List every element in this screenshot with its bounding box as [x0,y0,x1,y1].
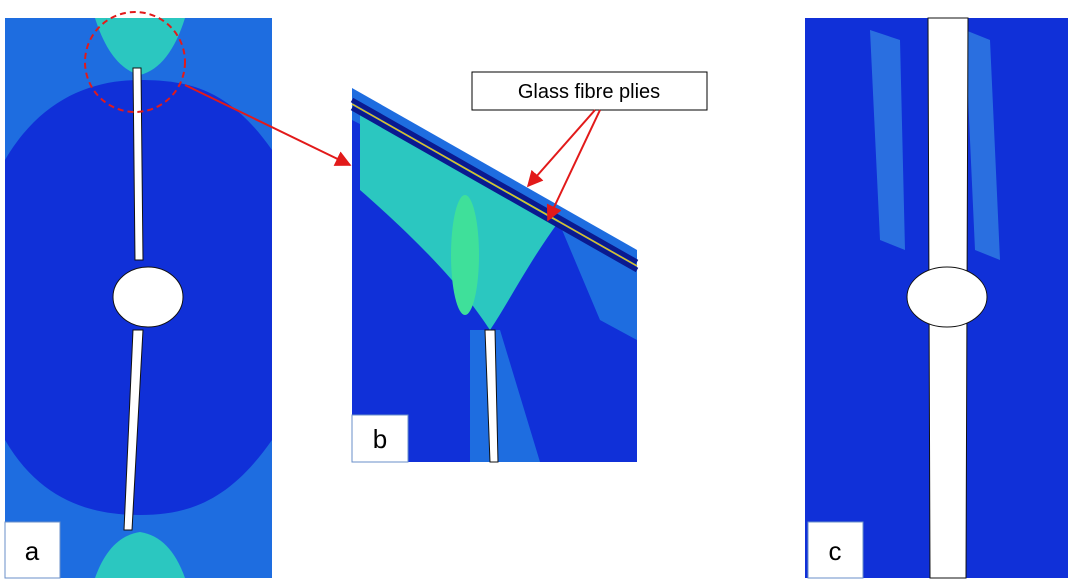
region [95,18,185,75]
arrow [526,109,596,188]
panel-c: c [805,17,1068,579]
annotation: Glass fibre plies [518,81,660,103]
panel-a: a [4,11,272,579]
highlight-circle [84,11,186,113]
hole [906,266,988,328]
region [95,532,185,578]
crack [484,329,499,463]
panel-label: c [829,536,842,566]
panel-b: b [350,88,639,463]
label-box [351,414,409,463]
label-box [4,521,61,579]
panel-label: b [373,424,387,454]
panel-label: a [25,536,40,566]
annotation-box [471,71,708,111]
ply [351,103,638,267]
region [5,18,272,160]
arrow [546,109,601,222]
crack [123,67,144,531]
hole [112,266,184,328]
region [870,30,1000,260]
ply [350,97,639,273]
label-box [807,521,864,579]
region [5,440,272,578]
arrow [184,84,352,166]
region [451,195,479,315]
